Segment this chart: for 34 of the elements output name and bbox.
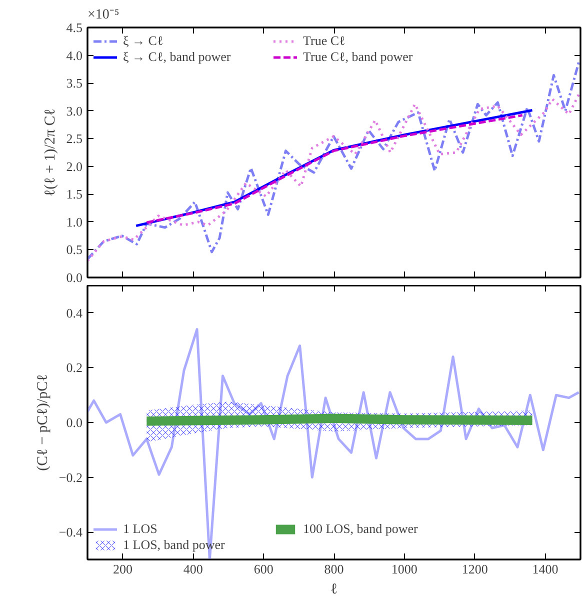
- y-tick-label: 2.5: [66, 131, 82, 146]
- y-tick-label: 4.5: [66, 20, 82, 35]
- y-tick-label: −0.4: [58, 524, 83, 540]
- x-tick-label: 1400: [532, 562, 558, 576]
- y-tick-label: 0.4: [66, 305, 83, 320]
- y-axis-title: ℓ(ℓ + 1)/2π Cℓ: [42, 108, 58, 196]
- y-tick-label: 0.5: [66, 242, 82, 258]
- x-tick-label: 1000: [391, 562, 418, 576]
- line-series: [88, 93, 580, 262]
- y-tick-label: −0.2: [58, 470, 83, 485]
- x-tick-label: 400: [183, 562, 203, 576]
- y-tick-label: 2.0: [66, 158, 82, 174]
- text: ×10⁻⁵: [88, 8, 120, 22]
- y-tick-label: 0.2: [66, 360, 82, 376]
- y-tick-label: 3.5: [66, 76, 82, 91]
- legend-label: 1 LOS: [123, 521, 158, 537]
- x-tick-label: 1200: [462, 562, 488, 576]
- legend-label: 100 LOS, band power: [303, 521, 419, 537]
- y-tick-label: 0.0: [66, 415, 82, 430]
- legend-label: True Cℓ, band power: [303, 49, 414, 65]
- x-tick-label: 200: [112, 562, 132, 576]
- y-tick-label: 1.5: [66, 186, 82, 202]
- legend-label: True Cℓ: [303, 33, 346, 49]
- x-tick-label: 600: [254, 562, 274, 576]
- y-tick-label: 4.0: [66, 48, 82, 63]
- y-tick-label: 3.0: [66, 103, 82, 118]
- y-tick-label: 1.0: [66, 214, 82, 230]
- x-tick-label: 800: [324, 562, 344, 576]
- legend-label: ξ → Cℓ: [123, 33, 164, 49]
- x-axis-title: ℓ: [330, 582, 338, 598]
- y-axis-title: (Cℓ − pCℓ)/pCℓ: [34, 374, 51, 471]
- legend-label: ξ → Cℓ, band power: [123, 49, 232, 65]
- y-tick-label: 0.0: [66, 270, 82, 285]
- legend-label: 1 LOS, band power: [123, 537, 226, 553]
